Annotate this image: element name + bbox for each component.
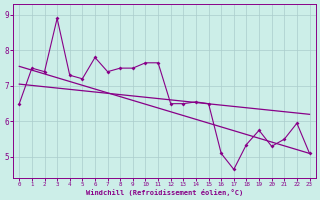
X-axis label: Windchill (Refroidissement éolien,°C): Windchill (Refroidissement éolien,°C) bbox=[86, 189, 243, 196]
